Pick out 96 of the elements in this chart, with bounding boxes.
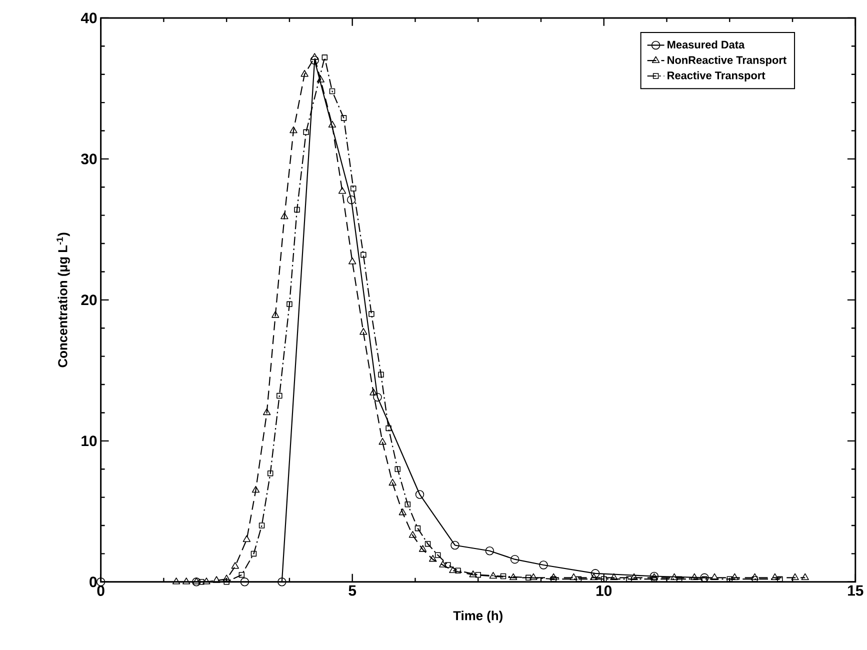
- point: [172, 578, 180, 584]
- point: [280, 212, 288, 220]
- point: [212, 576, 220, 583]
- point: [222, 574, 230, 582]
- legend-label: Measured Data: [668, 40, 745, 49]
- point: [530, 573, 538, 580]
- point: [630, 573, 638, 580]
- point: [276, 393, 282, 399]
- point: [485, 546, 494, 556]
- point: [286, 301, 292, 308]
- point: [386, 425, 392, 432]
- x-tick-label: 5: [348, 586, 356, 596]
- point: [378, 372, 384, 378]
- point: [238, 572, 245, 578]
- point: [250, 550, 257, 557]
- point: [322, 54, 328, 60]
- point: [348, 258, 356, 264]
- point: [328, 120, 336, 128]
- x-axis-title: Time (h): [453, 610, 502, 623]
- legend-label: Reactive Transport: [668, 71, 766, 82]
- point: [252, 486, 260, 493]
- x-tick-label: 0: [97, 586, 104, 596]
- point: [475, 572, 481, 578]
- point: [240, 578, 250, 586]
- point: [404, 502, 411, 508]
- point: [360, 328, 368, 335]
- point: [550, 573, 558, 580]
- point: [300, 70, 308, 77]
- point: [510, 555, 520, 564]
- point: [500, 573, 506, 580]
- point: [670, 573, 678, 580]
- point: [398, 508, 406, 516]
- point: [310, 56, 319, 65]
- point: [294, 206, 300, 213]
- point: [262, 408, 271, 416]
- point: [202, 578, 210, 584]
- point: [418, 545, 427, 552]
- point: [801, 573, 809, 580]
- point: [370, 388, 378, 396]
- x-tick-label: 10: [596, 586, 612, 596]
- point: [182, 578, 190, 584]
- y-tick-label: 40: [80, 12, 97, 24]
- point: [346, 196, 356, 204]
- point: [267, 470, 274, 476]
- point: [231, 562, 239, 569]
- x-tick-label: 15: [848, 586, 864, 596]
- point: [590, 573, 598, 580]
- point: [700, 573, 709, 582]
- point: [329, 88, 336, 94]
- point: [489, 572, 498, 579]
- y-tick-label: 10: [82, 436, 97, 446]
- point: [750, 573, 759, 580]
- point: [192, 578, 200, 584]
- point: [388, 478, 396, 486]
- point: [445, 562, 451, 568]
- point: [415, 490, 424, 499]
- point: [368, 311, 374, 318]
- point: [272, 311, 280, 318]
- legend-label: NonReactive Transport: [668, 56, 786, 66]
- point: [449, 566, 457, 574]
- point: [303, 129, 309, 136]
- point: [434, 552, 441, 558]
- point: [710, 573, 718, 580]
- point: [439, 560, 447, 568]
- point: [730, 573, 739, 580]
- y-tick-label: 20: [81, 294, 97, 306]
- point: [428, 555, 437, 562]
- y-tick-label: 0: [90, 576, 97, 588]
- point: [340, 115, 347, 122]
- y-tick-label: 30: [81, 154, 97, 164]
- point: [360, 252, 366, 258]
- point: [378, 438, 386, 445]
- point: [590, 569, 600, 578]
- point: [373, 392, 382, 402]
- point: [192, 578, 201, 586]
- point: [310, 53, 318, 60]
- point: [791, 573, 799, 580]
- y-axis-title: Concentration (μg L$^{-1}$): [56, 232, 70, 368]
- point: [526, 574, 532, 581]
- point: [394, 466, 401, 472]
- point: [450, 540, 460, 550]
- point: [338, 187, 346, 194]
- point: [350, 186, 356, 192]
- point: [509, 573, 518, 580]
- point: [469, 570, 477, 578]
- point: [242, 535, 251, 542]
- point: [690, 573, 698, 580]
- point: [610, 573, 618, 580]
- point: [316, 76, 324, 82]
- point: [278, 578, 286, 586]
- point: [290, 126, 298, 134]
- point: [455, 568, 461, 574]
- point: [258, 522, 265, 528]
- point: [570, 573, 578, 580]
- point: [771, 573, 779, 580]
- point: [539, 560, 548, 570]
